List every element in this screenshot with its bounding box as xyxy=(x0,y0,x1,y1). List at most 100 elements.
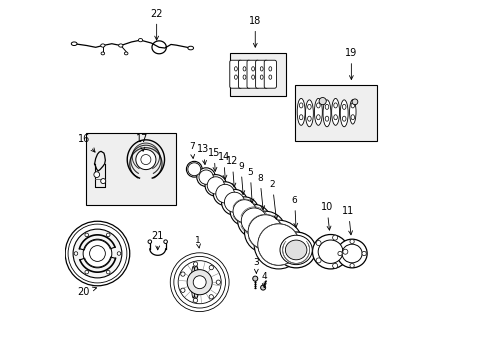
Ellipse shape xyxy=(285,240,306,260)
Circle shape xyxy=(68,224,126,283)
FancyBboxPatch shape xyxy=(229,60,242,88)
Circle shape xyxy=(83,239,112,268)
Text: 19: 19 xyxy=(345,48,357,80)
Circle shape xyxy=(106,270,110,274)
Ellipse shape xyxy=(333,103,337,108)
FancyBboxPatch shape xyxy=(255,60,267,88)
Ellipse shape xyxy=(307,104,310,109)
Ellipse shape xyxy=(221,189,247,215)
Ellipse shape xyxy=(187,270,212,295)
Ellipse shape xyxy=(237,204,270,237)
Circle shape xyxy=(193,298,197,302)
Circle shape xyxy=(101,179,105,184)
Text: 7: 7 xyxy=(188,142,194,158)
Circle shape xyxy=(65,221,129,286)
Ellipse shape xyxy=(213,182,237,206)
Circle shape xyxy=(85,233,88,237)
Ellipse shape xyxy=(307,116,310,121)
Ellipse shape xyxy=(187,163,201,176)
Ellipse shape xyxy=(316,103,320,108)
Ellipse shape xyxy=(251,75,254,79)
Ellipse shape xyxy=(342,104,346,109)
Ellipse shape xyxy=(350,115,354,120)
Circle shape xyxy=(193,262,197,266)
Text: 18: 18 xyxy=(248,16,261,47)
Ellipse shape xyxy=(233,200,255,223)
Ellipse shape xyxy=(336,239,366,268)
Bar xyxy=(86,134,175,205)
Ellipse shape xyxy=(234,75,237,79)
Ellipse shape xyxy=(234,67,237,71)
Ellipse shape xyxy=(254,220,303,269)
Ellipse shape xyxy=(241,208,266,234)
Circle shape xyxy=(252,276,257,281)
Ellipse shape xyxy=(215,184,234,203)
Circle shape xyxy=(74,252,78,255)
Bar xyxy=(230,53,285,96)
Circle shape xyxy=(94,172,100,177)
Ellipse shape xyxy=(276,232,315,268)
Text: 13: 13 xyxy=(197,144,209,165)
Ellipse shape xyxy=(186,161,202,177)
Circle shape xyxy=(332,263,337,268)
Text: 12: 12 xyxy=(225,156,238,187)
Circle shape xyxy=(148,240,151,243)
Ellipse shape xyxy=(350,103,354,108)
FancyBboxPatch shape xyxy=(238,60,250,88)
Circle shape xyxy=(315,258,321,263)
Text: 10: 10 xyxy=(320,202,332,230)
Ellipse shape xyxy=(124,52,128,55)
Ellipse shape xyxy=(316,115,320,120)
Ellipse shape xyxy=(351,99,357,105)
Ellipse shape xyxy=(230,197,258,226)
Text: 17: 17 xyxy=(136,134,148,151)
Circle shape xyxy=(89,246,105,261)
Ellipse shape xyxy=(193,266,199,299)
Ellipse shape xyxy=(251,67,254,71)
Text: 4: 4 xyxy=(261,272,266,287)
Ellipse shape xyxy=(224,192,244,212)
Circle shape xyxy=(209,295,213,299)
Circle shape xyxy=(349,239,353,244)
Text: 15: 15 xyxy=(207,148,220,171)
Circle shape xyxy=(181,288,184,292)
Circle shape xyxy=(85,270,88,274)
Text: 20: 20 xyxy=(78,287,96,297)
Ellipse shape xyxy=(314,98,322,125)
Text: 22: 22 xyxy=(150,9,163,40)
Circle shape xyxy=(117,252,121,255)
Ellipse shape xyxy=(323,100,330,127)
Ellipse shape xyxy=(174,256,225,308)
Ellipse shape xyxy=(101,52,104,55)
Ellipse shape xyxy=(280,235,312,265)
Ellipse shape xyxy=(178,261,221,304)
Ellipse shape xyxy=(71,42,77,45)
Ellipse shape xyxy=(243,67,245,71)
Bar xyxy=(294,85,376,140)
Ellipse shape xyxy=(325,104,328,109)
Ellipse shape xyxy=(101,44,105,47)
FancyBboxPatch shape xyxy=(246,60,259,88)
Circle shape xyxy=(209,265,213,270)
Circle shape xyxy=(136,149,156,170)
Circle shape xyxy=(163,240,167,243)
Ellipse shape xyxy=(333,115,337,120)
Ellipse shape xyxy=(340,100,347,127)
Ellipse shape xyxy=(349,100,355,124)
Ellipse shape xyxy=(204,175,226,196)
Ellipse shape xyxy=(199,170,213,184)
Text: 5: 5 xyxy=(247,168,253,203)
Ellipse shape xyxy=(325,116,328,121)
FancyBboxPatch shape xyxy=(264,60,276,88)
Ellipse shape xyxy=(268,67,271,71)
Ellipse shape xyxy=(299,115,303,120)
Text: 1: 1 xyxy=(195,235,201,248)
Text: 21: 21 xyxy=(151,231,163,250)
Circle shape xyxy=(315,240,321,246)
Text: 8: 8 xyxy=(257,174,264,210)
Ellipse shape xyxy=(119,44,122,47)
Circle shape xyxy=(361,251,366,256)
Text: 14: 14 xyxy=(217,152,229,179)
Ellipse shape xyxy=(299,103,303,108)
Circle shape xyxy=(181,272,184,276)
